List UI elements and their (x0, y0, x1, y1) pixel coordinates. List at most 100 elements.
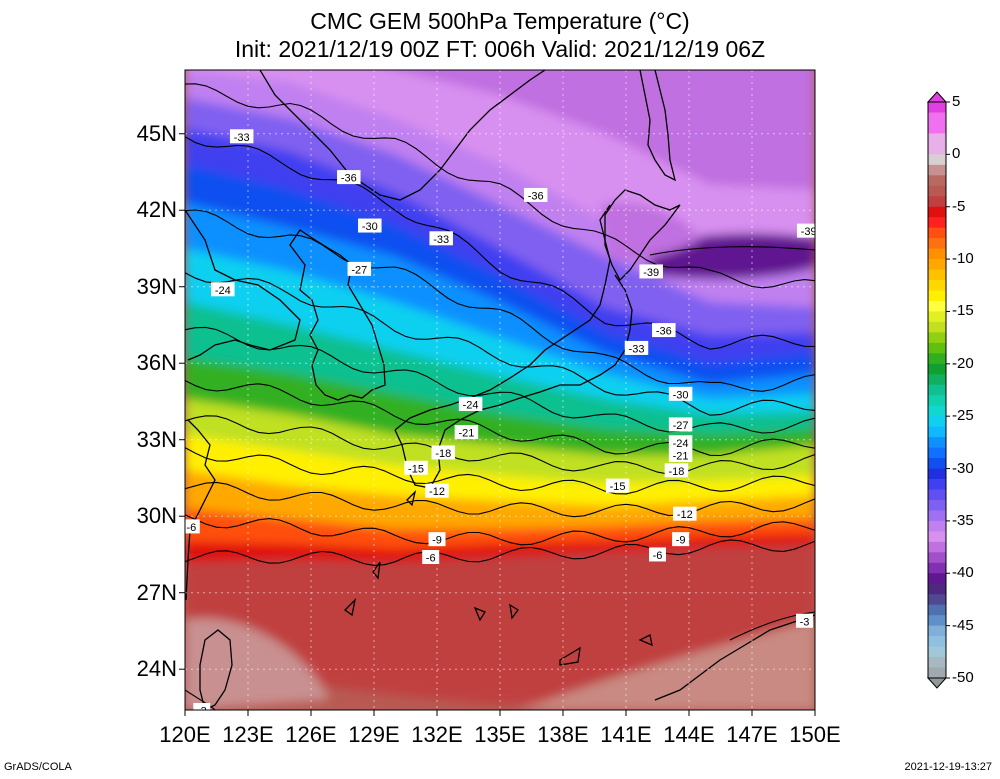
colorbar-max-arrow (926, 91, 948, 103)
contour-label-text: -18 (668, 466, 684, 478)
contour-label-text: -36 (341, 173, 357, 185)
contour-label-text: -18 (435, 448, 451, 460)
contour-label-text: -6 (653, 550, 663, 562)
contour-label-bg (668, 435, 693, 450)
contour-label: -27 (668, 417, 693, 432)
lat-label: 45N (136, 120, 177, 146)
colorbar-segment (928, 122, 946, 134)
colorbar-segment (928, 510, 946, 522)
lon-label: 150E (789, 722, 841, 747)
contour-label: -24 (668, 435, 693, 450)
colorbar-label: 0 (952, 145, 961, 163)
contour-label-bg (624, 340, 649, 355)
coastline-islands (343, 489, 653, 666)
lon-label: 147E (726, 722, 778, 747)
contour-label-bg (664, 463, 689, 478)
contour-label-text: -36 (656, 326, 672, 338)
lon-label: 141E (600, 722, 652, 747)
colorbar-segment (928, 468, 946, 480)
colorbar-segment (928, 259, 946, 271)
contour-label: -3 (796, 613, 813, 628)
contour-label-bg (428, 532, 446, 547)
contour-label-bg (639, 264, 663, 279)
lon-label: 120E (159, 722, 211, 747)
contour-label: -33 (229, 129, 254, 144)
contour-label: -9 (672, 532, 690, 547)
lat-label: 24N (136, 656, 177, 682)
colorbar-segment (928, 206, 946, 218)
colorbar-min-arrow (926, 677, 948, 689)
colorbar-segment (928, 311, 946, 323)
contour-label-text: -9 (432, 535, 442, 547)
contour-label-text: -39 (643, 267, 659, 279)
contour-label-bg (193, 703, 211, 710)
colorbar-segment (928, 353, 946, 365)
lat-label: 42N (136, 197, 177, 223)
colorbar-segment (928, 562, 946, 574)
contour-label: -39 (796, 223, 815, 238)
colorbar-segment (928, 112, 946, 124)
contour-label: -39 (639, 264, 663, 279)
contour-label-text: -36 (528, 190, 544, 202)
colorbar-segment (928, 321, 946, 333)
contour-label-text: -21 (458, 428, 474, 440)
axis-ticks (179, 133, 816, 716)
contour-label: -21 (668, 448, 693, 463)
lon-label: 135E (474, 722, 526, 747)
isotherm (185, 380, 815, 457)
colorbar-label: 5 (952, 93, 961, 110)
colorbar-segment (928, 374, 946, 386)
colorbar-segment (928, 499, 946, 511)
lon-label: 144E (663, 722, 715, 747)
colorbar-segment (928, 133, 946, 145)
contour-label-bg (649, 547, 666, 562)
colorbar-segment (928, 552, 946, 564)
colorbar-segment (928, 604, 946, 616)
colorbar-segment (928, 583, 946, 595)
contour-label-bg (425, 483, 449, 498)
colorbar-segment (928, 342, 946, 354)
coastline-china (185, 209, 301, 601)
colorbar-segment (928, 615, 946, 627)
contour-label: -12 (673, 506, 697, 521)
colorbar-segment (928, 332, 946, 344)
colorbar-label: -5 (952, 197, 966, 215)
colorbar-segment (928, 447, 946, 459)
contour-label-text: -3 (800, 616, 810, 628)
contour-label: -36 (652, 323, 676, 338)
colorbar-segment (928, 479, 946, 490)
contour-label-bg (422, 550, 440, 565)
contour-label-bg (229, 129, 254, 144)
colorbar-segment (928, 384, 946, 396)
isotherm (185, 326, 815, 434)
contour-label: -27 (347, 261, 372, 276)
isotherm (729, 611, 815, 641)
lon-label: 138E (537, 722, 589, 747)
contour-label: -15 (605, 478, 630, 493)
isotherm (185, 209, 815, 392)
isotherm (185, 481, 815, 518)
colorbar-segment (928, 667, 946, 679)
contour-label-bg (668, 448, 693, 463)
contour-label: -12 (425, 483, 449, 498)
temperature-band (395, 70, 815, 190)
contour-label-bg (404, 460, 428, 475)
contour-label: -33 (624, 340, 649, 355)
isotherm (185, 136, 815, 350)
contour-label-bg (796, 223, 815, 238)
colorbar-label: -35 (952, 511, 974, 529)
contour-label-text: -30 (673, 389, 689, 401)
contour-label-bg (668, 417, 693, 432)
contour-label-bg (431, 445, 456, 460)
colorbar-segment (928, 290, 946, 302)
contour-label-text: -30 (362, 221, 378, 233)
contour-label-bg (454, 425, 479, 440)
contour-label-bg (672, 532, 690, 547)
credit-grads: GrADS/COLA (4, 761, 72, 773)
colorbar-segment (928, 102, 946, 113)
colorbar-label: -30 (952, 459, 974, 477)
contour-label: -21 (454, 425, 479, 440)
contour-label-bg (458, 397, 483, 412)
contour-label: -18 (664, 463, 689, 478)
